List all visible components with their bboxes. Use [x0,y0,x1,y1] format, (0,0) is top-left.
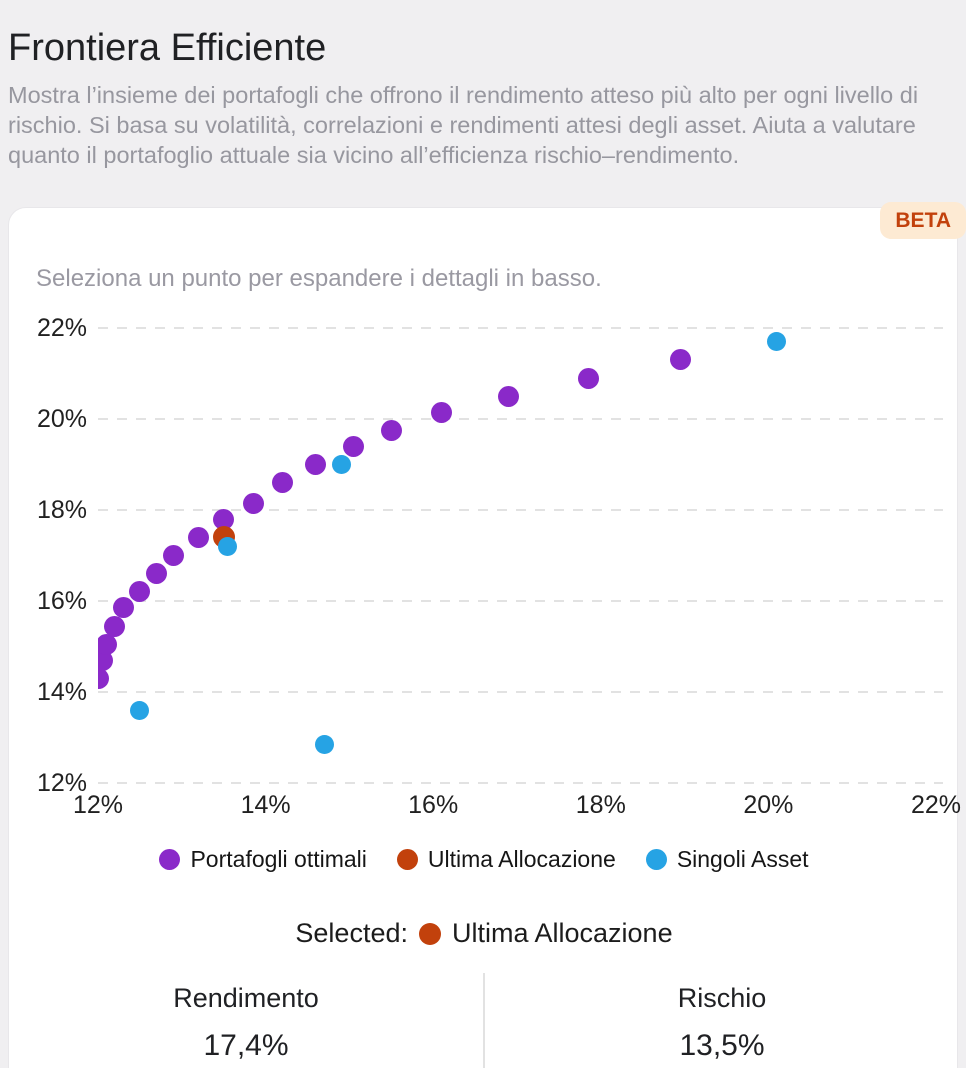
chart-point-singoli-asset[interactable] [314,734,334,754]
chart-point-singoli-asset[interactable] [767,332,787,352]
chart-point-singoli-asset[interactable] [130,700,150,720]
chart-point-portafogli-ottimali[interactable] [431,401,453,423]
chart-point-portafogli-ottimali[interactable] [305,454,327,475]
stat-rendimento: Rendimento 17,4% [9,973,483,1068]
chart-point-portafogli-ottimali[interactable] [129,581,151,603]
chart-point-portafogli-ottimali[interactable] [380,419,402,441]
legend-dot-icon [645,849,667,870]
chart-point-portafogli-ottimali[interactable] [343,435,365,457]
stat-label: Rendimento [173,983,319,1013]
legend-item-portafogli-ottimali: Portafogli ottimali [159,846,367,873]
x-axis-tick-label: 20% [743,791,794,819]
gridline-y-22% [98,327,943,329]
x-axis-tick-label: 14% [240,791,291,819]
stat-rischio: Rischio 13,5% [483,973,959,1068]
selected-row: Selected: Ultima Allocazione [9,918,959,949]
page-description: Mostra l’insieme dei portafogli che offr… [8,81,919,168]
chart-point-portafogli-ottimali[interactable] [577,367,599,389]
chart-point-portafogli-ottimali[interactable] [271,472,293,494]
chart-point-portafogli-ottimali[interactable] [112,597,134,619]
chart-point-portafogli-ottimali[interactable] [162,545,184,566]
plot-area[interactable] [98,301,948,793]
selected-label: Selected: [295,918,408,948]
chart-point-singoli-asset[interactable] [218,536,238,556]
gridline-y-18% [98,509,943,511]
chart-point-portafogli-ottimali[interactable] [104,615,126,637]
selected-point-stats: Rendimento 17,4% Rischio 13,5% [9,973,959,1068]
chart-hint: Seleziona un punto per espandere i detta… [36,265,602,292]
legend-label: Singoli Asset [676,846,809,872]
gridline-y-12% [98,782,943,784]
stat-label: Rischio [677,983,767,1013]
chart-point-portafogli-ottimali[interactable] [98,667,109,689]
beta-badge: BETA [880,202,966,239]
chart-point-portafogli-ottimali[interactable] [213,508,235,530]
x-axis-tick-label: 12% [72,791,124,819]
efficient-frontier-chart[interactable]: 12% 14% 16% 18% 20% 22% 12% 14% 16% 18% 20% 22% [9,301,961,831]
y-axis-tick-label: 12% [36,769,87,797]
legend-item-ultima-allocazione: Ultima Allocazione [396,846,616,873]
legend-label: Portafogli ottimali [190,846,367,872]
chart-point-portafogli-ottimali[interactable] [98,649,113,671]
selected-marker-icon [418,922,441,945]
y-axis-tick-label: 18% [36,496,87,524]
gridline-y-20% [98,418,943,420]
gridline-y-14% [98,691,943,693]
x-axis-tick-label: 16% [408,791,459,819]
x-axis-tick-label: 18% [575,791,626,819]
chart-point-portafogli-ottimali[interactable] [188,526,210,548]
y-axis-tick-label: 22% [36,314,87,342]
chart-point-portafogli-ottimali[interactable] [669,349,691,371]
y-axis-tick-label: 14% [36,678,87,706]
y-axis-tick-label: 20% [36,405,87,433]
page-title: Frontiera Efficiente [8,27,327,70]
efficient-frontier-card: BETA Seleziona un punto per espandere i … [8,202,966,1068]
chart-point-singoli-asset[interactable] [331,455,351,474]
chart-point-portafogli-ottimali[interactable] [242,492,264,514]
chart-point-portafogli-ottimali[interactable] [98,633,117,655]
selected-point-name: Ultima Allocazione [451,918,673,948]
stat-value: 17,4% [203,1029,289,1062]
gridline-y-16% [98,600,943,602]
legend-dot-icon [396,849,418,870]
legend-item-singoli-asset: Singoli Asset [645,846,809,873]
stat-value: 13,5% [679,1029,765,1062]
chart-point-portafogli-ottimali[interactable] [146,563,168,585]
legend-label: Ultima Allocazione [427,846,616,872]
legend-dot-icon [159,849,181,870]
x-axis-tick-label: 22% [910,791,962,819]
chart-legend: Portafogli ottimali Ultima Allocazione Sin… [9,846,959,873]
chart-point-portafogli-ottimali[interactable] [498,385,520,407]
y-axis-tick-label: 16% [36,587,87,615]
